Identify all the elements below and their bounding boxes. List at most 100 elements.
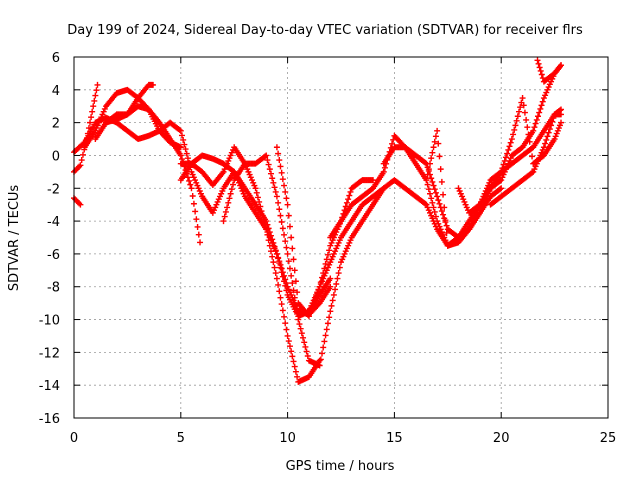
data-point bbox=[475, 202, 482, 209]
x-tick-label: 0 bbox=[70, 431, 78, 446]
data-point bbox=[226, 195, 233, 202]
data-point bbox=[536, 109, 543, 116]
data-point bbox=[89, 108, 96, 115]
data-point bbox=[97, 116, 104, 123]
data-point bbox=[316, 283, 323, 290]
data-point bbox=[534, 157, 541, 164]
data-point bbox=[266, 242, 273, 249]
data-point bbox=[329, 253, 336, 260]
data-series bbox=[220, 152, 387, 369]
data-point bbox=[506, 143, 513, 150]
y-axis-label: SDTVAR / TECUs bbox=[7, 185, 22, 292]
data-point bbox=[282, 320, 289, 327]
data-point bbox=[286, 343, 293, 350]
data-point bbox=[427, 160, 433, 167]
data-point bbox=[221, 213, 228, 220]
data-point bbox=[498, 168, 505, 175]
data-point bbox=[290, 256, 297, 263]
data-point bbox=[326, 247, 333, 254]
data-point bbox=[85, 125, 92, 132]
data-point bbox=[94, 122, 101, 129]
data-point bbox=[428, 155, 435, 162]
data-point bbox=[267, 232, 274, 239]
data-point bbox=[87, 119, 94, 126]
data-point bbox=[481, 190, 488, 197]
data-point bbox=[227, 152, 234, 159]
data-point bbox=[545, 129, 552, 136]
data-point bbox=[177, 144, 184, 151]
data-point bbox=[284, 201, 291, 208]
data-point bbox=[442, 217, 449, 224]
data-point bbox=[196, 188, 203, 195]
data-point bbox=[370, 177, 377, 184]
data-point bbox=[335, 239, 342, 246]
data-point bbox=[441, 204, 448, 211]
data-point bbox=[286, 289, 293, 296]
data-point bbox=[189, 193, 196, 200]
data-point bbox=[443, 229, 450, 236]
data-point bbox=[422, 200, 429, 207]
data-point bbox=[429, 199, 436, 206]
data-point bbox=[188, 185, 195, 192]
data-point bbox=[327, 242, 334, 249]
data-point bbox=[434, 218, 441, 225]
data-point bbox=[213, 201, 220, 208]
data-point bbox=[265, 161, 272, 168]
data-point bbox=[423, 201, 430, 208]
data-point bbox=[285, 286, 292, 293]
data-point bbox=[457, 190, 464, 197]
data-point bbox=[434, 193, 441, 200]
data-point bbox=[345, 196, 352, 203]
data-point bbox=[273, 250, 280, 257]
data-series bbox=[177, 144, 323, 385]
data-point bbox=[517, 104, 524, 111]
data-point bbox=[189, 171, 196, 178]
data-point bbox=[78, 157, 85, 164]
data-series bbox=[103, 103, 184, 151]
y-tick-label: 6 bbox=[52, 51, 60, 66]
data-point bbox=[430, 182, 437, 189]
data-point bbox=[272, 247, 279, 254]
data-point bbox=[195, 185, 202, 192]
data-point bbox=[288, 291, 295, 298]
data-point bbox=[438, 229, 445, 236]
data-point bbox=[443, 222, 450, 229]
data-point bbox=[309, 300, 316, 307]
data-point bbox=[211, 207, 218, 214]
data-point bbox=[512, 122, 519, 129]
data-point bbox=[438, 178, 445, 185]
data-point bbox=[537, 105, 544, 112]
data-point bbox=[263, 218, 270, 225]
y-tick-label: 0 bbox=[52, 149, 60, 164]
data-point bbox=[435, 140, 442, 147]
data-point bbox=[427, 209, 433, 216]
data-point bbox=[286, 223, 293, 230]
data-point bbox=[507, 139, 514, 146]
y-tick-label: -2 bbox=[47, 182, 60, 197]
data-point bbox=[328, 302, 335, 309]
data-point bbox=[182, 146, 189, 153]
data-point bbox=[294, 289, 301, 296]
data-point bbox=[278, 265, 285, 272]
data-point bbox=[437, 166, 444, 173]
data-point bbox=[216, 193, 223, 200]
data-point bbox=[513, 117, 520, 124]
data-point bbox=[324, 251, 331, 258]
chart-title: Day 199 of 2024, Sidereal Day-to-day VTE… bbox=[67, 23, 583, 38]
data-point bbox=[225, 157, 232, 164]
data-point bbox=[322, 332, 329, 339]
data-point bbox=[546, 81, 553, 88]
data-point bbox=[346, 239, 353, 246]
data-point bbox=[343, 245, 350, 252]
data-point bbox=[531, 166, 538, 173]
data-point bbox=[289, 280, 296, 287]
y-tick-label: -8 bbox=[47, 281, 60, 296]
data-point bbox=[558, 106, 565, 113]
data-point bbox=[551, 136, 558, 143]
data-point bbox=[540, 144, 547, 151]
data-point bbox=[431, 138, 438, 145]
data-point bbox=[188, 168, 195, 175]
data-point bbox=[187, 181, 194, 188]
data-point bbox=[436, 153, 443, 160]
